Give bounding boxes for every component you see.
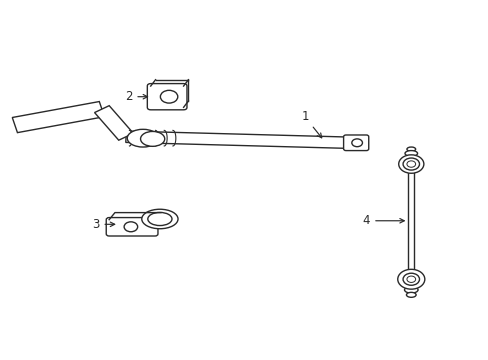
Circle shape	[124, 222, 138, 232]
Circle shape	[397, 269, 424, 289]
Circle shape	[402, 158, 419, 170]
FancyBboxPatch shape	[147, 84, 186, 110]
Polygon shape	[94, 106, 133, 140]
Polygon shape	[12, 102, 104, 132]
Text: 2: 2	[124, 90, 147, 103]
Ellipse shape	[404, 287, 417, 293]
Circle shape	[160, 90, 178, 103]
Text: 1: 1	[301, 110, 321, 138]
Text: 3: 3	[92, 218, 115, 231]
Polygon shape	[125, 131, 350, 148]
FancyBboxPatch shape	[343, 135, 368, 150]
Ellipse shape	[142, 209, 178, 229]
FancyBboxPatch shape	[106, 217, 158, 236]
Ellipse shape	[140, 131, 164, 146]
Circle shape	[406, 276, 415, 283]
Circle shape	[402, 273, 419, 285]
Ellipse shape	[404, 150, 417, 156]
Circle shape	[351, 139, 362, 147]
Text: 4: 4	[362, 214, 404, 227]
Ellipse shape	[147, 212, 172, 226]
Ellipse shape	[406, 147, 415, 151]
Ellipse shape	[406, 292, 415, 297]
Ellipse shape	[127, 129, 159, 147]
Circle shape	[398, 155, 423, 173]
Circle shape	[406, 161, 415, 167]
